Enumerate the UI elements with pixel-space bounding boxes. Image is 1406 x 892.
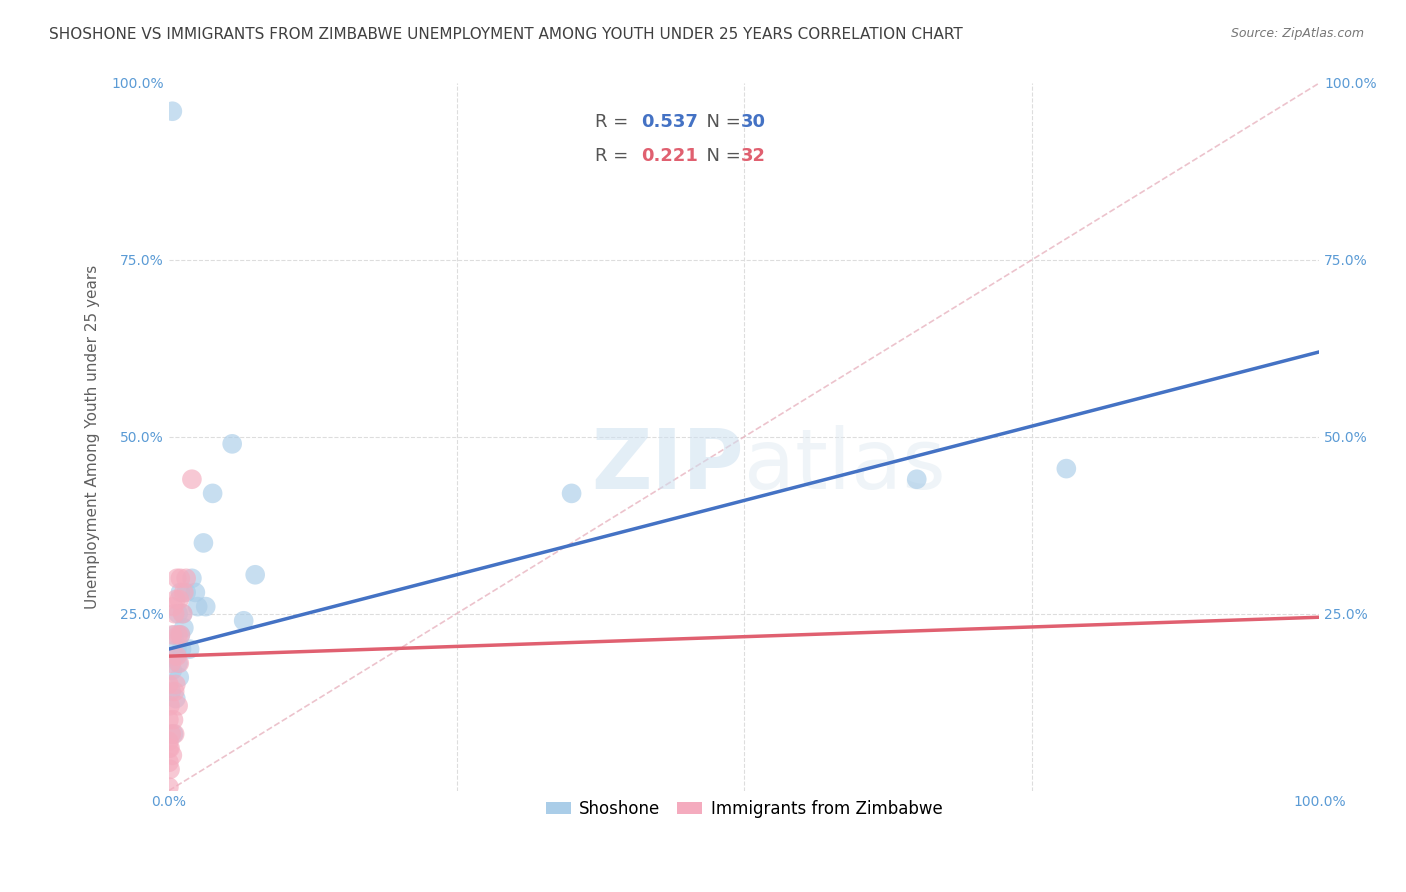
Point [157,741,180,756]
Point [162,599,184,614]
Point [173,621,195,635]
Text: 0.537: 0.537 [641,113,697,131]
Point [167,698,190,713]
Point [163,684,186,698]
Point [167,628,190,642]
Point [163,727,186,741]
Text: 0.221: 0.221 [641,146,697,165]
Y-axis label: Unemployment Among Youth under 25 years: Unemployment Among Youth under 25 years [86,265,100,609]
Point [162,628,184,642]
Text: R =: R = [595,113,634,131]
Point [170,642,193,657]
Point [160,684,183,698]
Point [162,104,184,119]
Point [162,727,184,741]
Point [163,649,186,664]
Point [157,677,180,691]
Point [159,698,181,713]
Point [169,585,191,599]
Point [157,713,180,727]
Point [165,677,187,691]
Point [1054,461,1077,475]
Point [165,592,187,607]
Point [160,657,183,671]
Text: atlas: atlas [744,425,946,506]
Text: Source: ZipAtlas.com: Source: ZipAtlas.com [1230,27,1364,40]
Point [167,607,190,621]
Point [169,628,191,642]
Point [159,741,181,756]
Point [160,727,183,741]
Point [174,585,197,599]
Text: 30: 30 [741,113,766,131]
Point [561,486,583,500]
Point [162,748,184,763]
Point [166,649,188,664]
Point [180,472,202,486]
Point [169,628,191,642]
Point [172,607,194,621]
Point [167,592,190,607]
Point [180,571,202,585]
Point [157,780,180,794]
Point [157,756,180,770]
Point [167,670,190,684]
Point [167,657,190,671]
Point [201,486,224,500]
Point [162,713,184,727]
Point [179,642,201,657]
Point [174,571,197,585]
Point [172,607,194,621]
Legend: Shoshone, Immigrants from Zimbabwe: Shoshone, Immigrants from Zimbabwe [540,793,949,825]
Text: R =: R = [595,146,634,165]
Point [166,642,188,657]
Point [194,599,217,614]
Point [169,571,191,585]
Point [232,614,254,628]
Point [184,585,207,599]
Point [243,567,266,582]
Point [193,536,215,550]
Point [162,663,184,677]
Text: ZIP: ZIP [592,425,744,506]
Point [165,691,187,706]
Point [157,734,180,748]
Point [166,571,188,585]
Point [159,763,181,777]
Text: N =: N = [695,113,747,131]
Point [173,585,195,599]
Point [163,607,186,621]
Point [167,657,190,671]
Point [163,628,186,642]
Point [905,472,928,486]
Text: N =: N = [695,146,747,165]
Text: SHOSHONE VS IMMIGRANTS FROM ZIMBABWE UNEMPLOYMENT AMONG YOUTH UNDER 25 YEARS COR: SHOSHONE VS IMMIGRANTS FROM ZIMBABWE UNE… [49,27,963,42]
Point [221,437,243,451]
Point [187,599,209,614]
Text: 32: 32 [741,146,766,165]
